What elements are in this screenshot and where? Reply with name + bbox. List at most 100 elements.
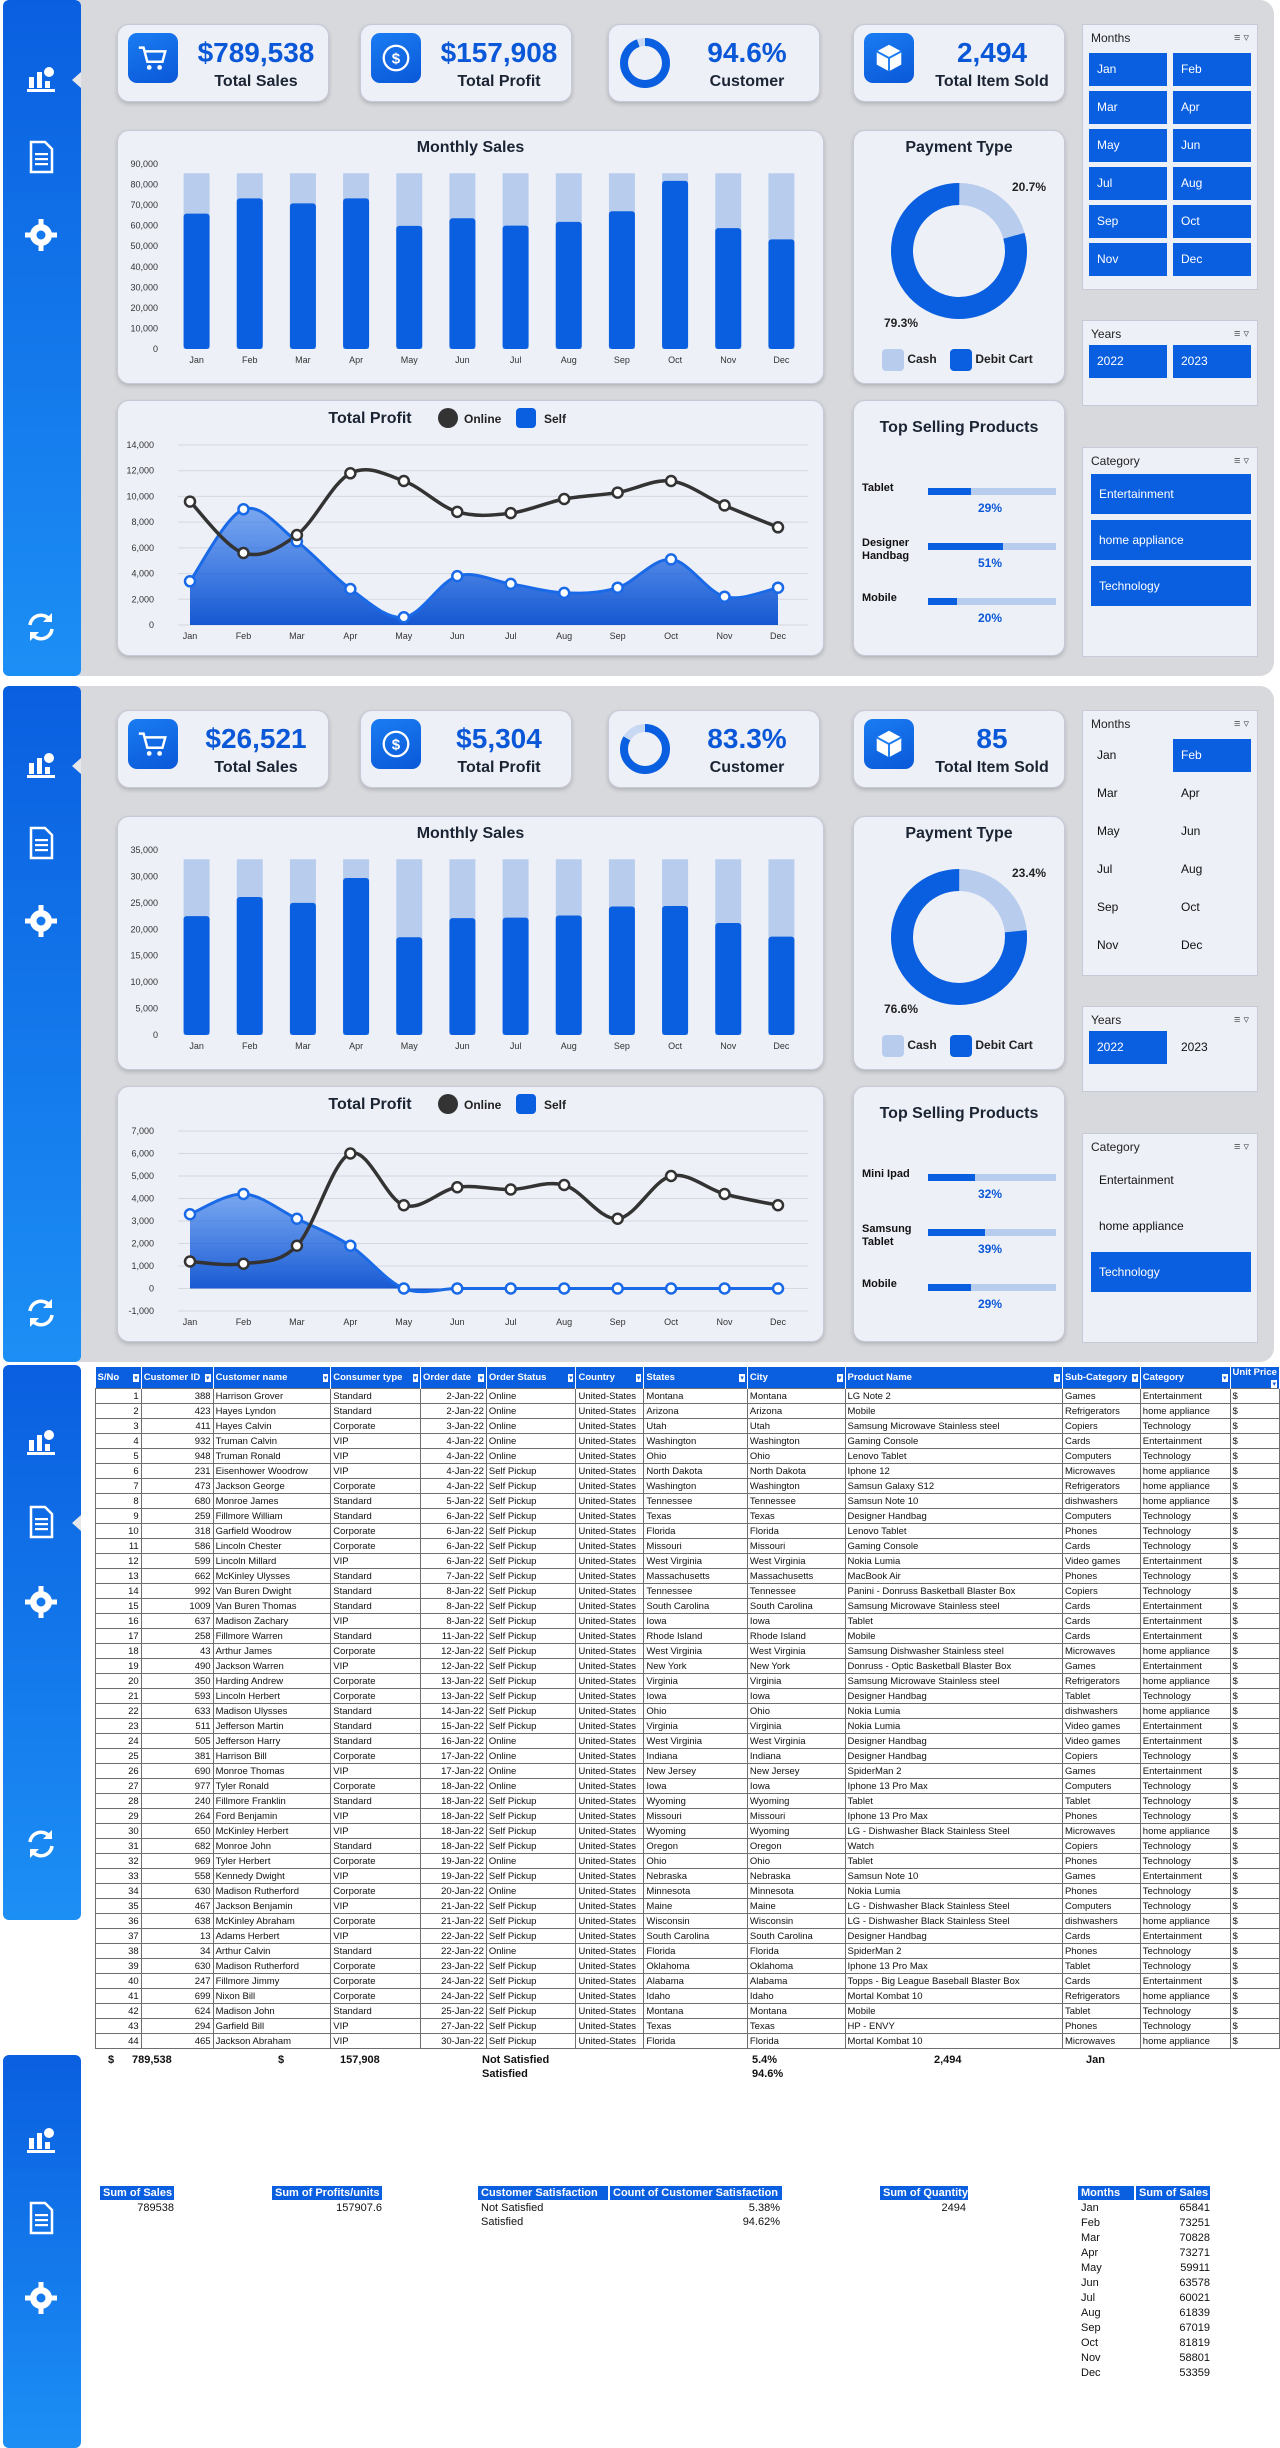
table-cell[interactable]: McKinley Abraham — [212, 1913, 332, 1929]
table-cell[interactable]: United-States — [575, 1598, 645, 1614]
table-cell[interactable]: 24-Jan-22 — [420, 1988, 487, 2004]
table-cell[interactable]: United-States — [575, 1583, 645, 1599]
table-cell[interactable]: 558 — [140, 1868, 214, 1884]
table-cell[interactable]: 22-Jan-22 — [420, 1928, 487, 1944]
month-option-feb[interactable]: Feb — [1173, 739, 1251, 772]
table-cell[interactable]: United-States — [575, 1943, 645, 1959]
table-cell[interactable]: Entertainment — [1139, 1598, 1231, 1614]
table-cell[interactable]: Missouri — [643, 1808, 748, 1824]
table-cell[interactable]: United-States — [575, 1403, 645, 1419]
table-cell[interactable]: Corporate — [330, 1688, 422, 1704]
table-cell[interactable]: Montana — [746, 2003, 846, 2019]
table-cell[interactable]: Washington — [746, 1433, 846, 1449]
table-cell[interactable]: Alabama — [643, 1973, 748, 1989]
table-cell[interactable]: Technology — [1139, 1523, 1231, 1539]
table-cell[interactable]: Monroe Thomas — [212, 1763, 332, 1779]
table-cell[interactable]: Florida — [643, 2033, 748, 2049]
table-cell[interactable]: 28 — [95, 1793, 142, 1809]
table-cell[interactable]: Florida — [746, 1523, 846, 1539]
table-cell[interactable]: Texas — [746, 1508, 846, 1524]
table-cell[interactable]: 13 — [95, 1568, 142, 1584]
table-cell[interactable]: 26 — [95, 1763, 142, 1779]
month-option-apr[interactable]: Apr — [1173, 91, 1251, 124]
pivot-satisfaction-count-header[interactable]: Count of Customer Satisfaction — [610, 2186, 782, 2200]
table-cell[interactable]: United-States — [575, 1763, 645, 1779]
month-option-mar[interactable]: Mar — [1089, 91, 1167, 124]
table-cell[interactable]: 20-Jan-22 — [420, 1883, 487, 1899]
table-cell[interactable]: 18-Jan-22 — [420, 1808, 487, 1824]
table-cell[interactable]: McKinley Herbert — [212, 1823, 332, 1839]
table-cell[interactable]: MacBook Air — [844, 1568, 1063, 1584]
table-cell[interactable]: Madison John — [212, 2003, 332, 2019]
table-cell[interactable]: South Carolina — [643, 1928, 748, 1944]
table-cell[interactable]: Harrison Bill — [212, 1748, 332, 1764]
table-cell[interactable]: 4 — [95, 1433, 142, 1449]
table-cell[interactable]: 473 — [140, 1478, 214, 1494]
table-cell[interactable]: 258 — [140, 1628, 214, 1644]
table-cell[interactable]: Self Pickup — [485, 1958, 577, 1974]
table-cell[interactable]: $ — [1229, 1613, 1280, 1629]
table-cell[interactable]: Self Pickup — [485, 1988, 577, 2004]
table-cell[interactable]: Standard — [330, 1733, 422, 1749]
table-cell[interactable]: West Virginia — [643, 1553, 748, 1569]
table-cell[interactable]: $ — [1229, 1943, 1280, 1959]
table-cell[interactable]: Minnesota — [746, 1883, 846, 1899]
table-cell[interactable]: 992 — [140, 1583, 214, 1599]
table-cell[interactable]: Cards — [1061, 1433, 1141, 1449]
table-cell[interactable]: Mortal Kombat 10 — [844, 1988, 1063, 2004]
table-cell[interactable]: 38 — [95, 1943, 142, 1959]
table-cell[interactable]: $ — [1229, 1988, 1280, 2004]
table-cell[interactable]: Self Pickup — [485, 1913, 577, 1929]
table-cell[interactable]: Standard — [330, 1793, 422, 1809]
table-cell[interactable]: Nokia Lumia — [844, 1718, 1063, 1734]
table-cell[interactable]: Cards — [1061, 1928, 1141, 1944]
table-cell[interactable]: 505 — [140, 1733, 214, 1749]
table-cell[interactable]: Standard — [330, 1583, 422, 1599]
table-cell[interactable]: $ — [1229, 2003, 1280, 2019]
table-cell[interactable]: 7 — [95, 1478, 142, 1494]
table-cell[interactable]: Ohio — [643, 1703, 748, 1719]
table-cell[interactable]: 12 — [95, 1553, 142, 1569]
table-cell[interactable]: Corporate — [330, 1853, 422, 1869]
month-option-jul[interactable]: Jul — [1089, 167, 1167, 200]
table-cell[interactable]: Standard — [330, 1703, 422, 1719]
table-cell[interactable]: United-States — [575, 1433, 645, 1449]
filter-dropdown-icon[interactable]: ▾ — [1271, 1380, 1277, 1388]
table-cell[interactable]: Standard — [330, 1838, 422, 1854]
table-cell[interactable]: Jefferson Harry — [212, 1733, 332, 1749]
pivot-satisfaction-header[interactable]: Customer Satisfaction — [478, 2186, 608, 2200]
table-cell[interactable]: McKinley Ulysses — [212, 1568, 332, 1584]
table-cell[interactable]: Microwaves — [1061, 2033, 1141, 2049]
table-cell[interactable]: LG Note 2 — [844, 1388, 1063, 1404]
table-cell[interactable]: Wyoming — [746, 1793, 846, 1809]
table-cell[interactable]: Corporate — [330, 1643, 422, 1659]
table-cell[interactable]: United-States — [575, 2033, 645, 2049]
table-cell[interactable]: home appliance — [1139, 1673, 1231, 1689]
table-cell[interactable]: Self Pickup — [485, 1538, 577, 1554]
table-cell[interactable]: Florida — [643, 1523, 748, 1539]
table-cell[interactable]: home appliance — [1139, 1823, 1231, 1839]
table-cell[interactable]: $ — [1229, 1928, 1280, 1944]
table-cell[interactable]: Standard — [330, 1403, 422, 1419]
month-option-aug[interactable]: Aug — [1181, 862, 1203, 876]
table-cell[interactable]: Samsung Microwave Stainless steel — [844, 1418, 1063, 1434]
table-cell[interactable]: $ — [1229, 2033, 1280, 2049]
filter-dropdown-icon[interactable]: ▾ — [1054, 1374, 1060, 1382]
table-cell[interactable]: VIP — [330, 1553, 422, 1569]
table-cell[interactable]: 20 — [95, 1673, 142, 1689]
table-cell[interactable]: United-States — [575, 1418, 645, 1434]
table-cell[interactable]: United-States — [575, 1463, 645, 1479]
table-cell[interactable]: Self Pickup — [485, 1628, 577, 1644]
table-cell[interactable]: Wyoming — [643, 1793, 748, 1809]
table-cell[interactable]: United-States — [575, 1493, 645, 1509]
table-cell[interactable]: 8-Jan-22 — [420, 1613, 487, 1629]
table-cell[interactable]: Nokia Lumia — [844, 1883, 1063, 1899]
table-cell[interactable]: Phones — [1061, 1883, 1141, 1899]
table-cell[interactable]: home appliance — [1139, 1403, 1231, 1419]
table-cell[interactable]: Oklahoma — [643, 1958, 748, 1974]
table-cell[interactable]: home appliance — [1139, 1493, 1231, 1509]
table-cell[interactable]: Online — [485, 1853, 577, 1869]
table-cell[interactable]: Technology — [1139, 1883, 1231, 1899]
table-cell[interactable]: VIP — [330, 1808, 422, 1824]
table-cell[interactable]: Fillmore Warren — [212, 1628, 332, 1644]
